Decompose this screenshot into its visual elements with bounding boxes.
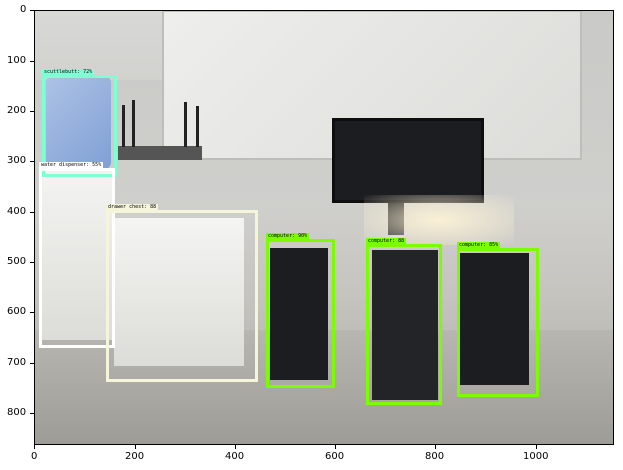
y-tick-label: 100: [7, 55, 27, 66]
x-tick: [335, 445, 336, 449]
detection-box: [457, 248, 539, 397]
x-tick-label: 1000: [523, 451, 549, 462]
x-tick-label: 600: [325, 451, 345, 462]
y-tick-label: 300: [7, 155, 27, 166]
x-tick-label: 400: [225, 451, 245, 462]
wall-cabinet: [34, 10, 162, 80]
y-tick-label: 200: [7, 105, 27, 116]
x-tick: [34, 445, 35, 449]
y-tick: [30, 212, 34, 213]
y-tick: [30, 61, 34, 62]
window-glare: [364, 195, 514, 245]
photo-plot-area: [34, 10, 614, 445]
detection-box: [106, 210, 258, 382]
x-tick: [536, 445, 537, 449]
detection-box: [366, 244, 442, 405]
y-tick-label: 0: [20, 4, 27, 15]
x-tick: [135, 445, 136, 449]
x-tick: [235, 445, 236, 449]
y-tick-label: 500: [7, 256, 27, 267]
y-tick: [30, 111, 34, 112]
y-tick: [30, 262, 34, 263]
detection-box: [266, 239, 335, 388]
y-tick-label: 400: [7, 206, 27, 217]
detection-label: computer: 85%: [457, 242, 501, 248]
detection-label: scuttlebutt: 72%: [42, 69, 95, 75]
x-tick-label: 200: [125, 451, 145, 462]
detection-label: water dispenser: 55%: [39, 162, 104, 168]
router-antenna: [132, 100, 135, 147]
detection-label: drawer chest: 88: [106, 204, 159, 210]
water-dispenser: [40, 168, 114, 340]
y-tick: [30, 413, 34, 414]
pc-tower: [372, 250, 438, 400]
y-tick-label: 600: [7, 306, 27, 317]
y-tick-label: 700: [7, 357, 27, 368]
detection-label: computer: 88: [366, 238, 407, 244]
detection-label: computer: 90%: [266, 233, 310, 239]
y-tick-label: 800: [7, 407, 27, 418]
drawer-chest: [114, 218, 244, 366]
y-tick: [30, 161, 34, 162]
y-tick: [30, 363, 34, 364]
router-antenna: [196, 106, 199, 147]
y-tick: [30, 10, 34, 11]
x-tick: [435, 445, 436, 449]
detection-box: [42, 75, 117, 177]
pc-tower: [270, 248, 328, 380]
x-tick-label: 800: [425, 451, 445, 462]
pc-tower: [459, 253, 529, 385]
detection-box: [39, 168, 115, 348]
router-antenna: [184, 102, 187, 147]
router: [118, 146, 202, 160]
monitor: [332, 118, 484, 203]
y-tick: [30, 312, 34, 313]
router-antenna: [122, 105, 125, 147]
x-tick-label: 0: [31, 451, 38, 462]
water-bottle: [46, 75, 111, 170]
